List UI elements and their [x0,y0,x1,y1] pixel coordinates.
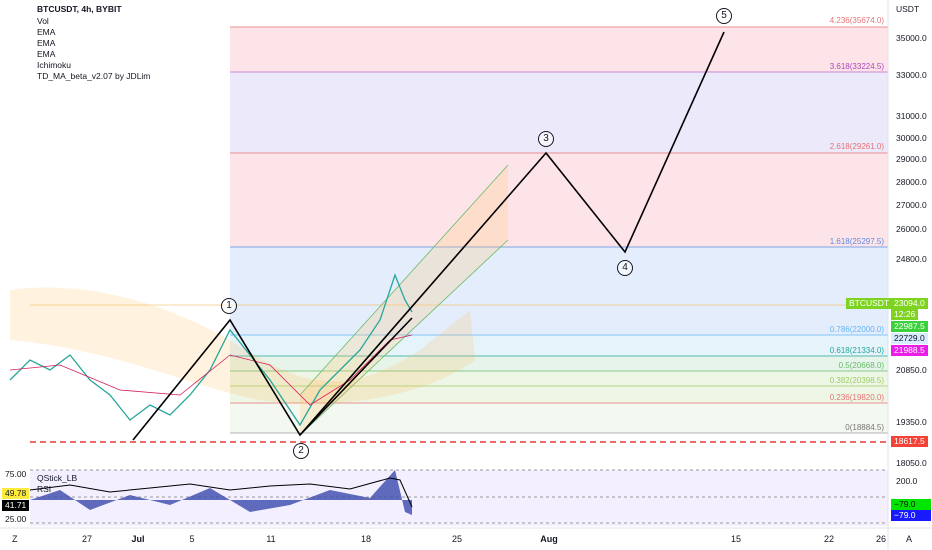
rsi-badge: 49.78 [2,488,30,499]
date-tick: 26 [875,534,887,544]
price-tick: 24800.0 [896,254,927,264]
pane-tick: 200.0 [896,476,918,486]
fib-zone [230,356,888,371]
fib-label: 1.618(25297.5) [829,237,884,246]
date-tick: 18 [360,534,372,544]
date-tick: Jul [131,534,145,544]
qstick-badge: −79.0 [891,499,931,510]
rsi-band [30,470,888,526]
fib-label: 0.5(20668.0) [838,361,884,370]
wave-label: 2 [293,443,309,459]
indicator-name: QStick_LB [37,473,78,483]
countdown-badge: 12:26 [891,309,919,320]
date-tick: 22 [823,534,835,544]
indicator-label: EMA [37,27,56,37]
pane-tick: 75.00 [5,469,27,479]
level-badge: 22987.5 [891,321,928,332]
corner-button[interactable]: Z [12,534,18,544]
fib-label: 0.236(19820.0) [829,393,884,402]
fib-lines [230,26,888,434]
indicator-label: EMA [37,49,56,59]
ichimoku-cloud [10,287,475,404]
fib-zone [230,72,888,153]
fib-label: 0.382(20398.5) [829,376,884,385]
date-tick: 25 [451,534,463,544]
symbol-badge: BTCUSDT [846,298,893,309]
fib-zone [230,371,888,386]
indicator-label: Vol [37,16,49,26]
wave-label: 4 [617,260,633,276]
level-badge: 22729.0 [891,333,928,344]
price-tick: 35000.0 [896,33,927,43]
last-price-badge: 23094.0 [891,298,928,309]
price-tick: 27000.0 [896,200,927,210]
fib-label: 0.618(21334.0) [829,346,884,355]
channel [300,165,508,435]
price-tick: 28000.0 [896,177,927,187]
fib-zone [230,403,888,433]
symbol-title: BTCUSDT, 4h, BYBIT [37,4,122,14]
date-tick: Aug [540,534,558,544]
fib-label: 0.786(22000.0) [829,325,884,334]
price-tick: 18050.0 [896,458,927,468]
fib-label: 0(18884.5) [845,423,884,432]
rsi-line [29,477,413,508]
fib-zone [230,247,888,335]
pane-tick: 25.00 [5,514,27,524]
fib-label: 2.618(29261.0) [829,142,884,151]
ema-line [9,334,413,406]
elliott-wave [132,31,725,441]
price-tick: 26000.0 [896,224,927,234]
date-tick: 15 [730,534,742,544]
wave-label: 3 [538,131,554,147]
fib-zone [230,153,888,247]
qstick-area [30,470,412,515]
wave-label: 5 [716,8,732,24]
indicator-label: Ichimoku [37,60,72,70]
price-tick: 30000.0 [896,133,927,143]
wave-label: 1 [221,298,237,314]
date-tick: 11 [266,534,276,544]
axis-unit: USDT [896,4,920,14]
price-tick: 29000.0 [896,154,927,164]
price-tick: 19350.0 [896,417,927,427]
corner-button[interactable]: A [906,534,913,544]
date-tick: 5 [189,534,195,544]
rsi-badge: 41.71 [2,500,30,511]
channel-line [299,164,509,396]
indicator-label: EMA [37,38,56,48]
date-tick: 27 [81,534,93,544]
price-tick: 31000.0 [896,111,927,121]
channel-line [299,239,509,436]
fib-zone [230,335,888,356]
indicator-name: RSI [37,484,52,494]
qstick-badge: −79.0 [891,510,931,521]
indicator-label: TD_MA_beta_v2.07 by JDLim [37,71,151,81]
fib-zone [230,386,888,403]
price-path [9,273,413,427]
level-badge: 18617.5 [891,436,928,447]
fib-label: 3.618(33224.5) [829,62,884,71]
fib-zone [230,27,888,72]
fib-label: 4.236(35674.0) [829,16,884,25]
level-badge: 21988.5 [891,345,928,356]
price-tick: 33000.0 [896,70,927,80]
wave-trend [299,317,413,436]
price-tick: 20850.0 [896,365,927,375]
